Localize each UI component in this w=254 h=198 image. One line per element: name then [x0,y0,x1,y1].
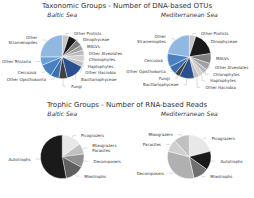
svg-text:Picograzers: Picograzers [81,133,104,138]
svg-text:Taxonomic Groups - Number of D: Taxonomic Groups - Number of DNA-based O… [41,2,212,10]
svg-text:Other Opisthokonta: Other Opisthokonta [126,69,166,74]
svg-text:Bacillariophyceae: Bacillariophyceae [81,77,117,82]
svg-text:Parasites: Parasites [92,148,110,153]
svg-text:Other Protists: Other Protists [201,31,228,36]
svg-text:Cercozoä: Cercozoä [18,70,37,75]
svg-text:Baltic Sea: Baltic Sea [47,11,77,18]
svg-text:Decomposers: Decomposers [137,171,164,176]
svg-text:Other Alveolates: Other Alveolates [215,65,248,70]
svg-text:Chlorophytes: Chlorophytes [89,57,115,62]
svg-text:Mediterranean Sea: Mediterranean Sea [161,11,218,18]
svg-text:Mixograzers: Mixograzers [149,132,173,137]
svg-text:Baltic Sea: Baltic Sea [47,110,77,117]
svg-text:Parasites: Parasites [143,142,161,147]
svg-text:Cercozoä: Cercozoä [144,58,163,63]
svg-text:Fungi: Fungi [71,84,82,89]
svg-text:Dinophyceae: Dinophyceae [211,39,238,44]
svg-text:Stramenopiles: Stramenopiles [9,40,38,45]
svg-text:Other Protists: Other Protists [74,31,101,36]
svg-text:Mixotrophs: Mixotrophs [84,174,106,179]
svg-text:Other: Other [26,35,38,41]
svg-text:Decomposers: Decomposers [94,159,121,164]
svg-text:Mixograzers: Mixograzers [92,143,117,149]
svg-text:Other Opisthokonta: Other Opisthokonta [7,77,47,82]
svg-text:Mediterranean Sea: Mediterranean Sea [161,110,218,117]
svg-text:MALVs: MALVs [216,56,229,61]
svg-text:Other Hacrobia: Other Hacrobia [85,70,116,75]
svg-text:Picograzers: Picograzers [212,136,235,141]
svg-text:Other Hacrobia: Other Hacrobia [205,85,236,90]
svg-text:Autotrophs: Autotrophs [221,159,243,164]
svg-text:Autotrophs: Autotrophs [9,157,31,162]
svg-text:Other: Other [154,34,166,39]
svg-text:Bacillariophyceae: Bacillariophyceae [143,82,179,87]
svg-text:Trophic Groups - Number of RNA: Trophic Groups - Number of RNA-based Rea… [46,101,208,109]
svg-text:Other Rhizaria: Other Rhizaria [2,59,31,64]
svg-text:Other Alveolates: Other Alveolates [89,51,122,56]
svg-text:Chlorophytes: Chlorophytes [213,72,239,77]
svg-text:Haptophytes: Haptophytes [210,78,236,83]
svg-text:Mixotrophs: Mixotrophs [210,174,232,179]
svg-text:Dinophyceae: Dinophyceae [83,37,110,42]
svg-text:Fungi: Fungi [159,76,170,81]
svg-text:Haptophytes: Haptophytes [88,64,114,69]
svg-text:MALVs: MALVs [87,44,100,49]
svg-text:Stramenopiles: Stramenopiles [137,39,166,44]
